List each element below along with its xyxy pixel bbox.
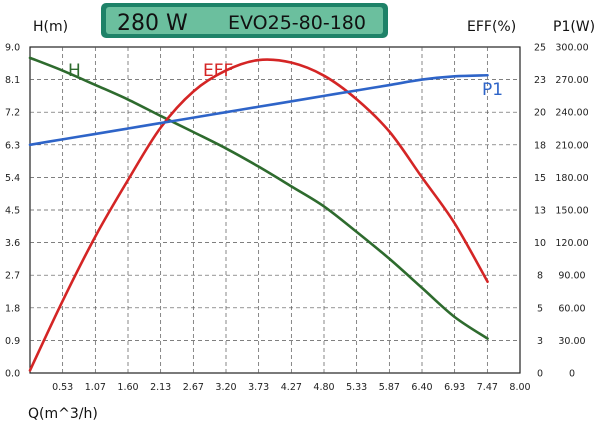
y-tick-label-head: 0.9: [5, 336, 20, 347]
y-tick-label-eff: 10: [534, 238, 546, 249]
x-tick-label: 2.13: [150, 382, 171, 393]
y-tick-label-head: 7.2: [5, 108, 20, 119]
y-tick-label-eff: 5: [537, 303, 543, 314]
y-tick-label-head: 6.3: [5, 140, 20, 151]
y-tick-label-power: 0: [569, 369, 575, 380]
y-tick-label-eff: 20: [534, 108, 546, 119]
x-tick-label: 3.20: [215, 382, 236, 393]
y-axis-title-eff: EFF(%): [467, 19, 516, 35]
series-line-eff: [28, 58, 489, 372]
y-tick-label-eff: 13: [534, 206, 546, 217]
y-axis-title-power: P1(W): [553, 19, 595, 35]
y-tick-label-power: 240.00: [555, 108, 588, 119]
x-axis-title: Q(m^3/h): [28, 406, 98, 422]
x-tick-label: 6.40: [411, 382, 432, 393]
y-tick-label-eff: 15: [534, 173, 546, 184]
y-tick-label-eff: 23: [534, 75, 546, 86]
x-tick-label: 8.00: [509, 382, 530, 393]
x-tick-label: 1.07: [85, 382, 106, 393]
series-label-p1: P1: [482, 80, 503, 100]
title-model: EVO25-80-180: [228, 12, 366, 34]
y-tick-label-head: 8.1: [5, 75, 20, 86]
x-tick-label: 4.80: [313, 382, 334, 393]
y-tick-label-eff: 0: [537, 369, 543, 380]
x-tick-label: 1.60: [117, 382, 138, 393]
series-line-head: [28, 56, 489, 340]
title-banner: 280 W EVO25-80-180: [101, 3, 388, 38]
y-tick-label-power: 180.00: [555, 173, 588, 184]
series-label-eff: EFF: [203, 61, 233, 81]
x-tick-label: 5.33: [346, 382, 367, 393]
y-tick-label-power: 120.00: [555, 238, 588, 249]
y-tick-label-eff: 25: [534, 43, 546, 54]
y-axis-ticks-eff: 0 3 5 8 10 13 15 18 20 23 25: [534, 43, 546, 380]
y-tick-label-head: 1.8: [5, 303, 20, 314]
y-axis-ticks-head: 0.0 0.9 1.8 2.7 3.6 4.5 5.4 6.3 7.2 8.1 9.0: [5, 43, 20, 380]
y-tick-label-eff: 3: [537, 336, 543, 347]
y-tick-label-power: 210.00: [555, 140, 588, 151]
x-tick-label: 7.47: [477, 382, 498, 393]
title-power: 280 W: [117, 11, 188, 36]
y-tick-label-head: 0.0: [5, 369, 20, 380]
y-tick-label-power: 150.00: [555, 206, 588, 217]
data-series: [28, 56, 489, 372]
y-tick-label-eff: 8: [537, 271, 543, 282]
y-axis-title-head: H(m): [33, 19, 68, 35]
series-label-h: H: [68, 61, 81, 81]
x-tick-label: 6.93: [444, 382, 465, 393]
y-tick-label-head: 3.6: [5, 238, 20, 249]
y-tick-label-head: 4.5: [5, 206, 20, 217]
x-tick-label: 0.53: [52, 382, 73, 393]
y-tick-label-eff: 18: [534, 140, 546, 151]
y-tick-label-power: 300.00: [555, 43, 588, 54]
y-axis-ticks-power: 0 30.00 60.00 90.00 120.00 150.00 180.00 210.00…: [555, 43, 588, 380]
x-tick-label: 5.87: [379, 382, 400, 393]
title-banner-inner: [106, 7, 383, 34]
x-tick-label: 3.73: [248, 382, 269, 393]
y-tick-label-head: 2.7: [5, 271, 20, 282]
y-tick-label-power: 30.00: [558, 336, 585, 347]
y-tick-label-power: 270.00: [555, 75, 588, 86]
y-tick-label-head: 5.4: [5, 173, 20, 184]
y-tick-label-power: 60.00: [558, 303, 585, 314]
x-tick-label: 4.27: [281, 382, 302, 393]
x-tick-label: 2.67: [183, 382, 204, 393]
y-tick-label-head: 9.0: [5, 43, 20, 54]
x-axis-ticks: 0.53 1.07 1.60 2.13 2.67 3.20 3.73 4.27 4.80 5.33…: [52, 382, 530, 393]
y-tick-label-power: 90.00: [558, 271, 585, 282]
series-line-power: [28, 73, 489, 147]
